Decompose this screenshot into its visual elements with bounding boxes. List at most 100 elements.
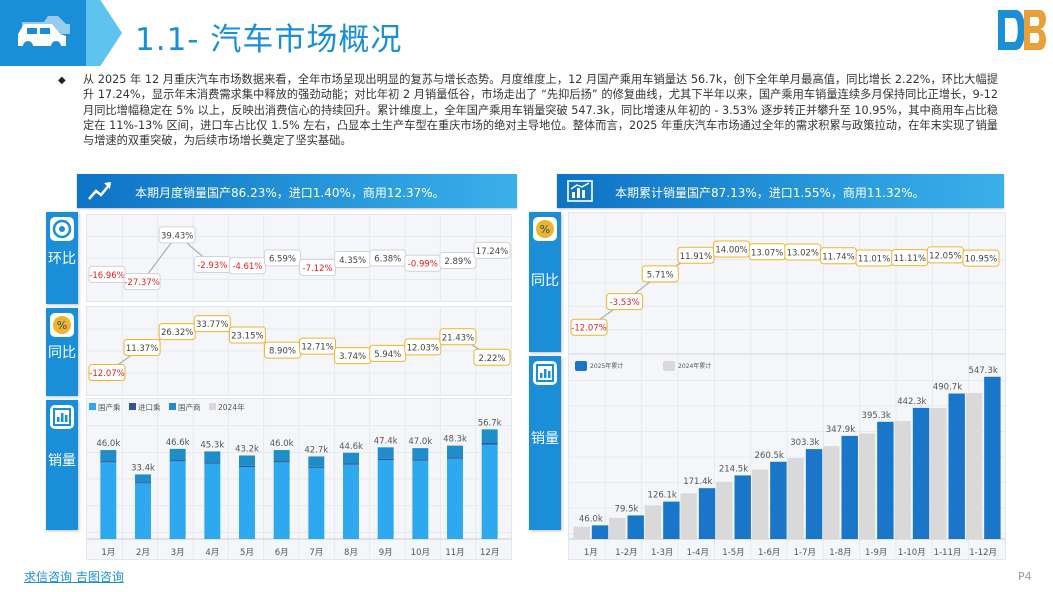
msales-bar-import <box>273 461 290 463</box>
msales-bar-import <box>239 465 255 468</box>
csales-tick-label: 1-4月 <box>687 548 709 558</box>
msales-legend-swatch <box>209 403 216 410</box>
msales-data-label: 47.4k <box>374 436 398 446</box>
csales-tick-label: 1-11月 <box>934 548 962 558</box>
side-tab-mom: 环比 <box>46 212 78 304</box>
side-tab-yoy: % 同比 <box>46 308 78 396</box>
mom-data-label: 39.43% <box>161 231 193 241</box>
cyoy-data-label: 10.95% <box>965 255 997 265</box>
msales-data-label: 45.3k <box>200 440 224 450</box>
msales-tick-label: 7月 <box>309 548 323 558</box>
csales-bar-2025 <box>805 449 823 539</box>
msales-bar-domestic <box>169 461 186 539</box>
yoy-label-box <box>439 328 477 346</box>
percent-icon: % <box>50 313 74 337</box>
msales-bar-import <box>412 459 429 461</box>
side-tab-sales: 销量 <box>46 400 78 530</box>
msales-bar-domestic <box>481 444 498 539</box>
msales-bar-domestic <box>412 460 429 539</box>
bar-chart-icon <box>567 180 593 202</box>
msales-data-label: 46.0k <box>270 439 294 449</box>
msales-data-label: 33.4k <box>131 463 155 473</box>
msales-bar-domestic <box>100 462 117 539</box>
csales-bar-2024 <box>716 481 733 539</box>
yoy-data-label: 26.32% <box>161 328 193 338</box>
side-tab-mom-label: 环比 <box>48 251 76 267</box>
mom-data-label: 4.35% <box>339 256 366 266</box>
msales-bar-domestic <box>343 464 359 539</box>
csales-data-label: 79.5k <box>615 504 639 514</box>
chart-cumulative-yoy: -12.07% -3.53% 5.71% 11.91%14.00% 13.07% 13.0… <box>568 212 1006 354</box>
yoy-label-box <box>299 337 337 355</box>
csales-data-label: 260.5k <box>755 451 784 461</box>
msales-tick-label: 8月 <box>344 548 358 558</box>
csales-bar-2025 <box>912 407 930 539</box>
csales-bar-2025 <box>627 515 644 539</box>
svg-text:%: % <box>57 319 67 332</box>
csales-tick-label: 1-9月 <box>865 548 887 558</box>
msales-bar-commercial <box>447 445 463 458</box>
side-tab-yoy-label: 同比 <box>48 345 76 361</box>
mom-data-label: 6.59% <box>269 254 296 264</box>
cyoy-data-label: 11.01% <box>858 254 890 264</box>
csales-tick-label: 1-8月 <box>829 548 851 558</box>
msales-bar-domestic <box>273 462 290 539</box>
csales-tick-label: 1-12月 <box>969 548 997 558</box>
brand-logo <box>998 10 1046 50</box>
csales-data-label: 442.3k <box>897 397 926 407</box>
mom-data-label: 6.38% <box>374 255 401 265</box>
cyoy-data-label: 11.74% <box>822 252 854 262</box>
csales-legend-swatch <box>663 361 675 371</box>
msales-legend-swatch <box>169 403 176 410</box>
csales-data-label: 347.9k <box>826 425 855 435</box>
svg-text:%: % <box>540 223 550 236</box>
msales-tick-label: 12月 <box>480 548 499 558</box>
yoy-label-box <box>193 315 231 333</box>
csales-data-label: 171.4k <box>683 477 712 487</box>
csales-data-label: 303.3k <box>790 438 819 448</box>
mom-data-label: -4.61% <box>232 262 262 272</box>
msales-tick-label: 9月 <box>379 548 393 558</box>
msales-bar-commercial <box>343 452 359 464</box>
right-summary-banner: 本期累计销量国产87.13%，进口1.55%，商用11.32%。 <box>557 174 1004 208</box>
msales-bar-commercial <box>100 450 117 462</box>
chart-monthly-mom: -16.96%-27.37% 39.43% -2.93% -4.61% 6.59% -7.… <box>86 214 512 302</box>
yoy-label-box <box>228 326 266 344</box>
msales-bar-import <box>377 458 394 461</box>
cyoy-data-label: 14.00% <box>715 246 747 256</box>
side-tab-sales-label: 销量 <box>48 453 76 469</box>
cyoy-label-box <box>641 265 679 283</box>
msales-bar-commercial <box>377 447 394 459</box>
msales-legend-label: 国产商 <box>178 402 201 412</box>
csales-data-label: 126.1k <box>648 491 677 501</box>
msales-bar-import <box>204 462 221 464</box>
msales-tick-label: 3月 <box>171 548 185 558</box>
mom-data-label: -16.96% <box>89 271 124 281</box>
msales-tick-label: 10月 <box>411 548 430 558</box>
msales-tick-label: 4月 <box>205 548 219 558</box>
cyoy-data-label: -3.53% <box>610 298 640 308</box>
chart-monthly-yoy: -12.07% 11.37%26.32%33.77%23.15% 8.90% 12.7… <box>86 306 512 396</box>
msales-legend-label: 2024年 <box>218 402 245 412</box>
msales-bar-commercial <box>204 451 221 463</box>
csales-data-label: 214.5k <box>719 464 748 474</box>
mom-label-box <box>263 249 301 267</box>
mom-data-label: -0.99% <box>408 260 438 270</box>
msales-data-label: 43.2k <box>235 444 259 454</box>
mom-data-label: -2.93% <box>197 261 227 271</box>
msales-bar-import <box>135 482 151 484</box>
yoy-data-label: 23.15% <box>231 331 263 341</box>
csales-data-label: 46.0k <box>579 514 603 524</box>
csales-bar-2024 <box>609 517 626 539</box>
msales-tick-label: 5月 <box>240 548 254 558</box>
msales-data-label: 46.0k <box>96 439 120 449</box>
side-tab-cum-yoy-label: 同比 <box>531 273 559 289</box>
cyoy-data-label: 13.02% <box>787 248 819 258</box>
footer-link[interactable]: 求信咨询 吉图咨询 <box>24 570 124 584</box>
csales-bar-2025 <box>984 376 1001 539</box>
msales-data-label: 48.3k <box>443 435 467 445</box>
yoy-label-box <box>404 338 442 356</box>
msales-legend-swatch <box>89 403 96 410</box>
bar-icon <box>50 405 74 429</box>
csales-tick-label: 1月 <box>584 548 598 558</box>
